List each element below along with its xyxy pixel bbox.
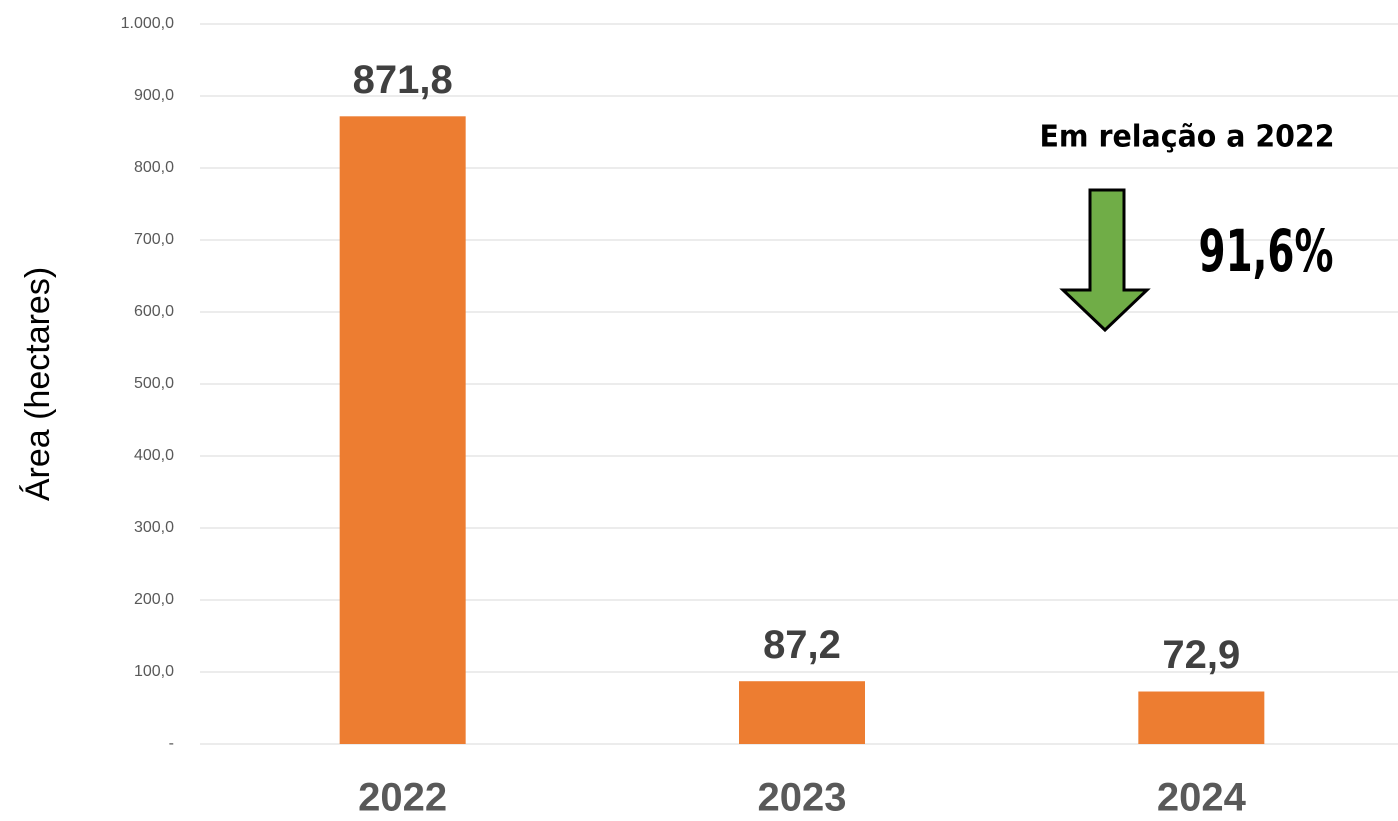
y-tick-label: 700,0: [134, 231, 174, 248]
y-tick-label: 200,0: [134, 591, 174, 608]
y-tick-label: 100,0: [134, 663, 174, 680]
x-tick-label: 2023: [758, 776, 847, 820]
y-tick-label: -: [169, 735, 174, 752]
y-tick-label: 300,0: [134, 519, 174, 536]
bar: [339, 116, 466, 744]
x-tick-label: 2024: [1157, 776, 1247, 820]
annotation: Em relação a 2022: [1040, 120, 1335, 155]
bar: [1138, 691, 1265, 744]
data-label: 871,8: [353, 58, 453, 102]
y-axis-label: Área (hectares): [19, 267, 57, 501]
y-tick-label: 900,0: [134, 87, 174, 104]
y-tick-label: 500,0: [134, 375, 174, 392]
y-tick-label: 400,0: [134, 447, 174, 464]
y-tick-label: 800,0: [134, 159, 174, 176]
y-tick-label: 1.000,0: [121, 15, 174, 32]
y-tick-label: 600,0: [134, 303, 174, 320]
annotation: 91,6%: [1199, 217, 1334, 285]
data-label: 87,2: [763, 623, 841, 667]
x-tick-label: 2022: [358, 776, 447, 820]
down-arrow: [1059, 188, 1151, 333]
data-label: 72,9: [1162, 633, 1240, 677]
bar: [739, 681, 865, 744]
